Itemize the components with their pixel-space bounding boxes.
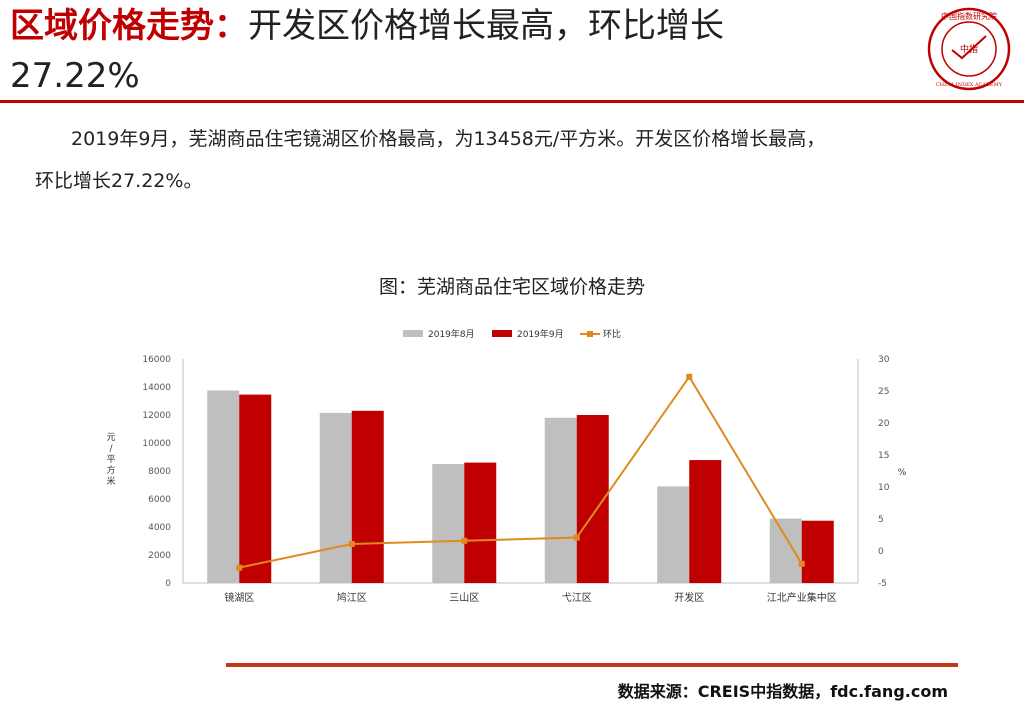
- bar-2019-08: [769, 518, 802, 583]
- point-mom: [236, 564, 243, 571]
- logo-text-en: CHINA INDEX ACADEMY: [936, 82, 1003, 88]
- legend-label-aug: 2019年8月: [428, 328, 475, 340]
- summary-paragraph: 2019年9月，芜湖商品住宅镜湖区价格最高，为13458元/平方米。开发区价格增…: [35, 118, 1000, 202]
- y-tick-label: 14000: [142, 383, 171, 393]
- y2-axis-label: %: [898, 468, 907, 478]
- x-tick-label: 鸠江区: [337, 591, 367, 604]
- bar-2019-08: [432, 464, 465, 583]
- china-index-academy-logo: 中指 中国指数研究院 CHINA INDEX ACADEMY: [927, 7, 1011, 91]
- x-tick-label: 三山区: [449, 592, 479, 604]
- y-tick-label: 4000: [148, 523, 171, 533]
- y-tick-label: 2000: [148, 551, 171, 561]
- y-tick-label: 8000: [148, 467, 171, 477]
- legend-swatch-aug: [403, 330, 423, 337]
- line-mom: [239, 374, 803, 569]
- y-axis-label-char: 平: [106, 454, 115, 465]
- bar-2019-09: [801, 520, 834, 583]
- logo-text: 中国指数研究院: [941, 11, 997, 21]
- y2-tick-label: 15: [878, 451, 889, 461]
- y-axis-label-char: 方: [106, 464, 115, 476]
- y-tick-label: 12000: [142, 411, 171, 421]
- legend-swatch-sep: [492, 330, 512, 337]
- point-mom: [798, 560, 805, 567]
- bar-2019-09: [464, 462, 497, 583]
- y2-tick-label: 25: [878, 387, 889, 397]
- y2-tick-label: 10: [878, 483, 890, 493]
- bar-2019-08: [207, 390, 240, 583]
- bar-2019-08: [657, 486, 690, 583]
- y2-tick-label: 20: [878, 419, 890, 429]
- y-tick-label: 10000: [142, 439, 171, 449]
- page-title-rest: 开发区价格增长最高，环比增长: [248, 6, 724, 46]
- y2-tick-label: 5: [878, 515, 884, 525]
- y2-tick-label: -5: [878, 579, 887, 589]
- point-mom: [461, 537, 468, 544]
- x-tick-label: 开发区: [674, 591, 704, 604]
- logo-center-text: 中指: [960, 43, 978, 55]
- summary-line-1: 2019年9月，芜湖商品住宅镜湖区价格最高，为13458元/平方米。开发区价格增…: [71, 128, 826, 150]
- y-tick-label: 16000: [142, 355, 171, 365]
- bar-2019-09: [239, 394, 272, 583]
- y-axis-label-char: 米: [106, 475, 115, 487]
- y-axis-label-char: /: [109, 444, 113, 454]
- page-title: 区域价格走势：开发区价格增长最高，环比增长: [10, 4, 910, 48]
- x-tick-label: 弋江区: [562, 591, 592, 604]
- y-tick-label: 6000: [148, 495, 171, 505]
- y-axis-label-char: 元: [106, 433, 115, 443]
- header-divider: [0, 100, 1024, 103]
- legend-marker-mom: [587, 331, 593, 337]
- point-mom: [686, 373, 693, 380]
- x-tick-label: 江北产业集中区: [767, 591, 837, 604]
- y2-tick-label: 30: [878, 355, 890, 365]
- bar-2019-09: [351, 410, 384, 583]
- legend-label-mom: 环比: [603, 328, 621, 340]
- data-source: 数据来源：CREIS中指数据，fdc.fang.com: [617, 682, 948, 701]
- page-title-line2: 27.22%: [10, 56, 140, 96]
- bar-2019-08: [544, 417, 577, 583]
- bar-2019-08: [319, 412, 352, 583]
- summary-line-2: 环比增长27.22%。: [35, 170, 203, 192]
- point-mom: [348, 540, 355, 547]
- x-tick-label: 镜湖区: [224, 591, 254, 604]
- point-mom: [573, 534, 580, 541]
- y2-tick-label: 0: [878, 547, 884, 557]
- bar-2019-09: [689, 460, 722, 583]
- legend-label-sep: 2019年9月: [517, 328, 564, 340]
- chart-title: 图：芜湖商品住宅区域价格走势: [378, 276, 645, 298]
- footer-divider: [226, 663, 958, 667]
- y-tick-label: 0: [165, 579, 171, 589]
- page-title-highlight: 区域价格走势：: [10, 6, 248, 46]
